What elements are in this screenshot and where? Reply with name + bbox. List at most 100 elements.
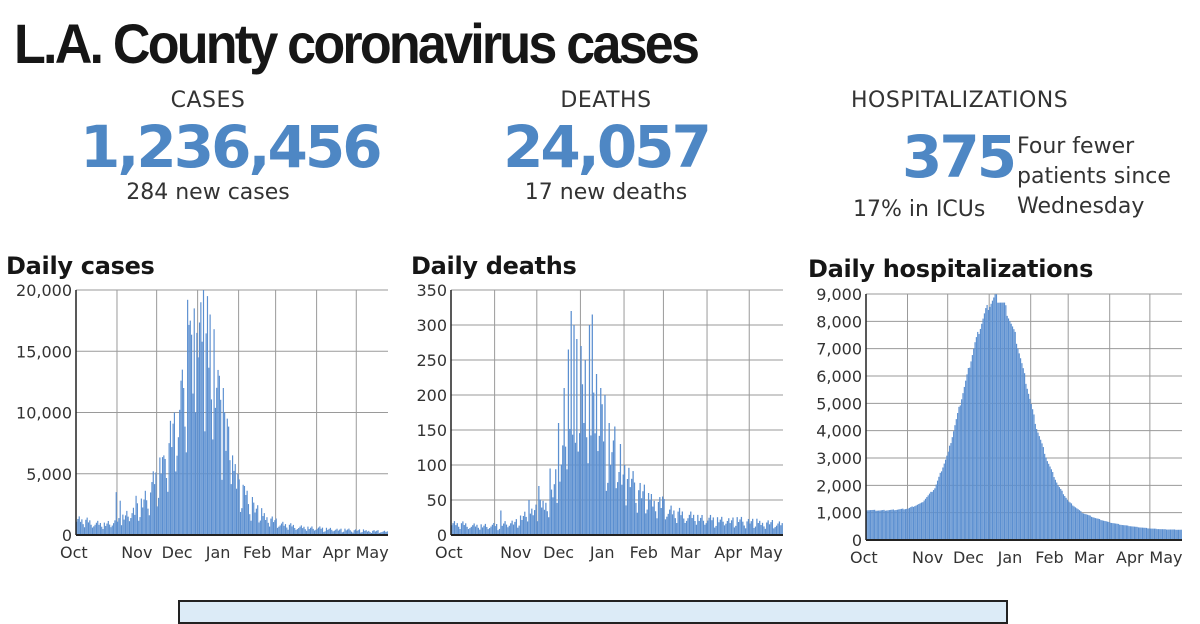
bar xyxy=(639,482,641,535)
bar xyxy=(154,484,156,535)
bar xyxy=(576,339,578,535)
bar xyxy=(967,367,969,540)
bar xyxy=(966,374,968,540)
bar xyxy=(120,525,123,535)
cases-value: 1,236,456 xyxy=(80,113,383,181)
y-tick-label: 0 xyxy=(852,531,862,550)
bar xyxy=(902,508,904,540)
bar xyxy=(89,520,91,535)
bar xyxy=(1060,488,1062,540)
bar xyxy=(617,482,619,535)
x-tick-label: Dec xyxy=(953,548,984,567)
bar xyxy=(93,526,95,535)
bar xyxy=(243,486,246,535)
bar xyxy=(372,530,374,535)
bar xyxy=(1061,490,1063,540)
bar xyxy=(890,509,892,540)
bar xyxy=(723,525,726,535)
bar xyxy=(157,497,160,535)
bar xyxy=(159,457,161,535)
bar xyxy=(733,527,736,535)
bar xyxy=(642,491,644,535)
bar xyxy=(1139,527,1141,540)
bar xyxy=(600,388,602,535)
y-tick-label: 9,000 xyxy=(816,285,862,304)
bottom-panel-edge xyxy=(178,600,1008,624)
bar xyxy=(350,531,353,535)
bar xyxy=(563,388,565,535)
bar xyxy=(1044,453,1046,540)
bar xyxy=(647,493,650,535)
bar xyxy=(601,404,603,535)
bar xyxy=(163,455,165,535)
bar xyxy=(1021,363,1023,540)
bar xyxy=(1148,528,1150,540)
bar xyxy=(253,502,255,535)
bar xyxy=(344,528,346,535)
x-tick-label: Apr xyxy=(1116,548,1144,567)
bar xyxy=(1108,521,1110,540)
bar xyxy=(386,531,388,535)
bar xyxy=(118,518,120,535)
bar xyxy=(124,515,127,535)
cases-label: CASES xyxy=(170,88,246,113)
bar xyxy=(479,529,481,535)
bar xyxy=(985,308,987,540)
bar xyxy=(521,519,523,535)
bar xyxy=(265,519,267,535)
bar xyxy=(312,528,314,535)
bar xyxy=(711,520,713,535)
bar xyxy=(299,526,301,535)
bar xyxy=(497,530,499,535)
bar xyxy=(1065,497,1067,540)
bar xyxy=(730,520,733,535)
bar xyxy=(171,447,173,535)
y-tick-label: 1,000 xyxy=(816,504,862,523)
cases-stat: CASES 1,236,456 284 new cases xyxy=(80,88,383,206)
x-tick-label: May xyxy=(1149,548,1182,567)
bar xyxy=(757,523,759,535)
bar xyxy=(1037,432,1039,540)
bar xyxy=(581,384,584,535)
bar xyxy=(666,516,668,535)
bar xyxy=(325,527,328,535)
bar xyxy=(878,510,880,540)
bar xyxy=(1175,529,1177,540)
x-tick-label: Oct xyxy=(435,543,463,562)
bar xyxy=(331,529,333,535)
bar xyxy=(1112,523,1114,540)
bar xyxy=(879,510,881,540)
bar xyxy=(657,501,660,535)
bar xyxy=(907,508,909,540)
bar xyxy=(1050,469,1052,540)
bar xyxy=(609,464,612,535)
bar xyxy=(251,497,254,535)
bar xyxy=(671,514,674,535)
bar xyxy=(690,511,692,535)
bar xyxy=(1113,523,1115,540)
bar xyxy=(165,477,168,535)
bar xyxy=(953,431,955,540)
bar xyxy=(360,532,362,535)
bar xyxy=(768,524,771,535)
bar xyxy=(505,524,508,535)
bar xyxy=(510,523,512,535)
bar xyxy=(528,500,530,535)
bar xyxy=(239,511,242,535)
bar xyxy=(962,393,964,540)
bar xyxy=(904,509,907,540)
bar xyxy=(1125,525,1127,540)
bar xyxy=(356,530,358,535)
bar xyxy=(173,412,176,535)
x-tick-label: Dec xyxy=(162,543,193,562)
bar xyxy=(1096,518,1098,540)
x-tick-label: Nov xyxy=(121,543,152,562)
bar xyxy=(496,524,498,535)
bar xyxy=(303,526,305,535)
bar xyxy=(300,525,302,535)
bar xyxy=(235,488,238,535)
bar xyxy=(224,412,226,535)
bar xyxy=(704,524,706,535)
bar xyxy=(882,510,884,540)
bar xyxy=(538,486,540,535)
